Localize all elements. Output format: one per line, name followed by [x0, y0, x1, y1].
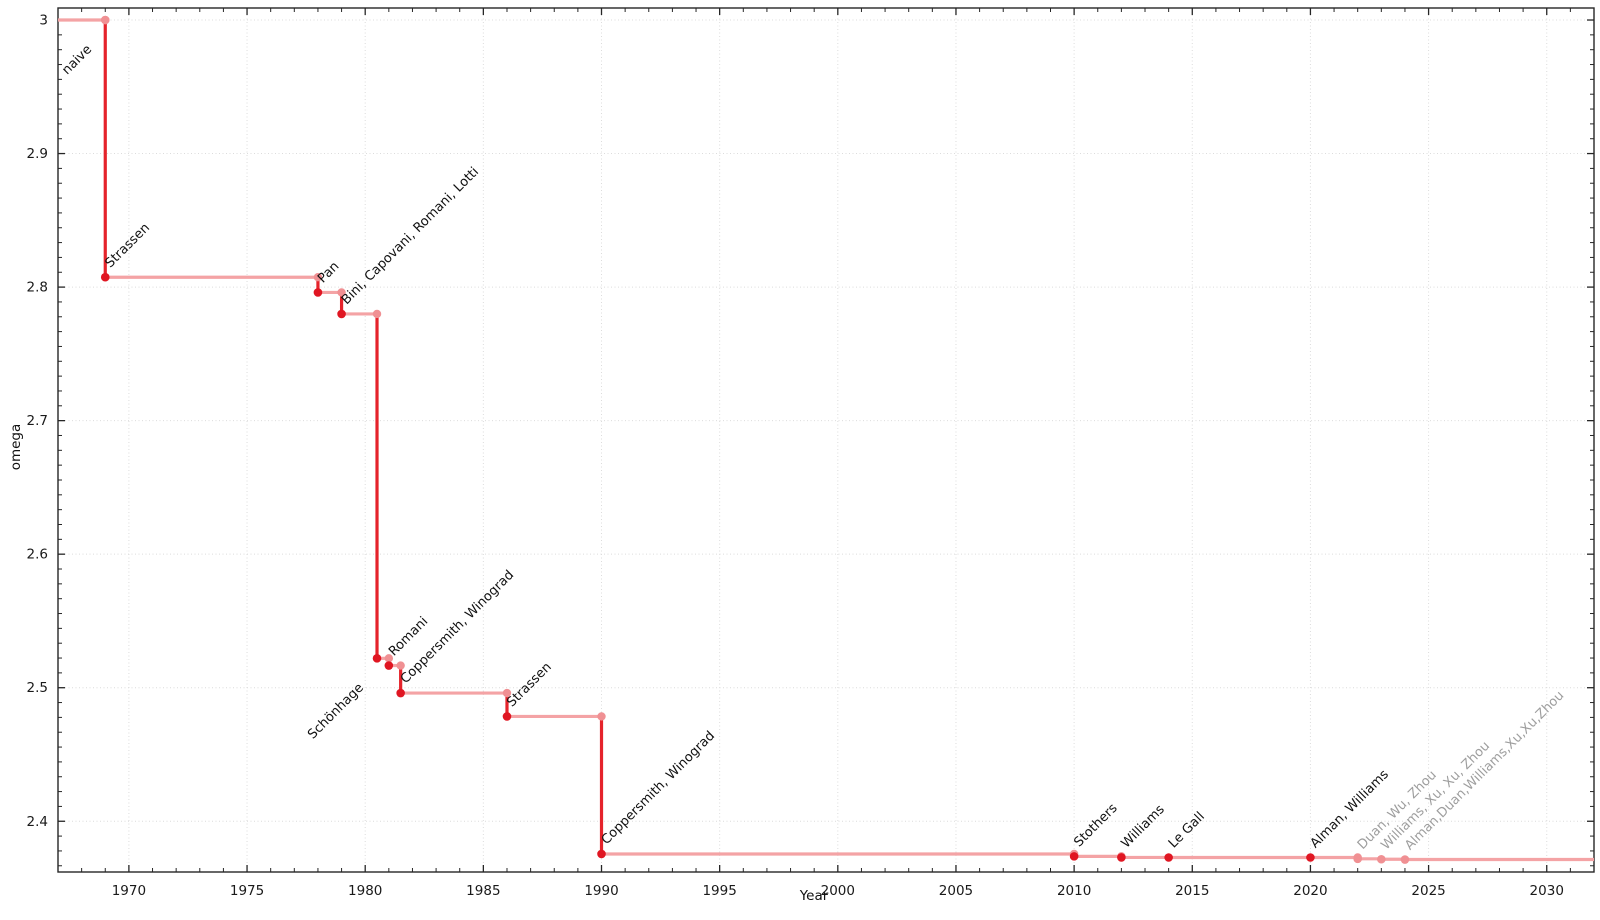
x-tick-label: 1970: [112, 883, 146, 899]
x-tick-label: 2015: [1175, 883, 1209, 899]
corner-point: [597, 712, 606, 721]
y-tick-label: 2.9: [27, 146, 48, 162]
data-points: [100, 15, 1410, 864]
label-le-gall-2014: Le Gall: [1166, 809, 1208, 851]
label-williams-2012: Williams: [1119, 802, 1168, 851]
label-stothers-2010: Stothers: [1071, 801, 1120, 850]
point-williams-xu-xu-zhou-2023: [1377, 854, 1386, 864]
label-coppersmith-winograd-1990: Coppersmith, Winograd: [599, 728, 718, 847]
x-tick-label: 1985: [466, 883, 500, 899]
point-romani-1981: [384, 661, 394, 670]
point-alman-williams-2020: [1306, 853, 1315, 862]
step-line-horizontal-segments: [58, 18, 1594, 862]
x-tick-label: 2025: [1411, 883, 1445, 899]
corner-point: [396, 661, 405, 670]
x-tick-label: 1990: [584, 883, 618, 899]
point-le-gall-2014: [1164, 853, 1173, 862]
label-williams-xu-xu-zhou-2023: Williams, Xu, Xu, Zhou: [1379, 739, 1493, 853]
y-tick-label: 2.8: [27, 280, 48, 296]
label-naive-1969: naive: [59, 42, 95, 78]
y-tick-label: 3: [39, 13, 48, 29]
gridlines: [58, 8, 1594, 872]
point-alman-duan-williams-xu-xu-zhou-2024: [1400, 855, 1410, 864]
plot-frame: [57, 7, 1595, 873]
point-williams-2012: [1117, 853, 1126, 862]
point-duan-wu-zhou-2022: [1353, 854, 1362, 864]
corner-point: [502, 688, 512, 698]
corner-point: [313, 273, 323, 282]
label-bini-capovani-romani-lotti-1979: Bini, Capovani, Romani, Lotti: [339, 165, 482, 308]
x-tick-label: 2020: [1293, 883, 1327, 899]
x-tick-label: 2010: [1057, 883, 1091, 899]
x-tick-label: 2000: [821, 883, 855, 899]
corner-point: [384, 654, 394, 663]
step-line-vertical-segments: [103, 20, 1360, 859]
y-axis-title: omega: [8, 423, 24, 471]
point-stothers-2010: [1069, 852, 1079, 861]
tick-labels: 1970 1975 1980 1985 1990 1995 2000 2005 2010 2015…: [27, 13, 1564, 899]
corner-point: [372, 309, 382, 319]
point-pan-1978: [313, 288, 323, 297]
x-tick-label: 2005: [939, 883, 973, 899]
corner-points: [101, 15, 1362, 862]
point-sch-nhage-1980: [372, 654, 382, 663]
x-tick-label: 1975: [230, 883, 264, 899]
y-tick-label: 2.6: [27, 547, 48, 563]
label-sch-nhage-1980: Schönhage: [305, 681, 367, 743]
label-strassen-1969: Strassen: [102, 221, 153, 272]
point-bini-capovani-romani-lotti-1979: [337, 309, 346, 319]
point-coppersmith-winograd-1981: [396, 688, 405, 698]
x-axis-title: Year: [799, 888, 829, 904]
point-strassen-1969: [100, 272, 110, 282]
corner-point: [337, 288, 346, 297]
x-tick-label: 2030: [1530, 883, 1564, 899]
axis-ticks: [57, 8, 1595, 872]
point-strassen-1986: [502, 712, 512, 721]
x-tick-label: 1995: [702, 883, 736, 899]
y-tick-label: 2.7: [27, 413, 48, 429]
y-tick-label: 2.5: [27, 680, 48, 696]
point-coppersmith-winograd-1990: [597, 849, 606, 859]
point-naive-1969: [100, 15, 110, 25]
y-tick-label: 2.4: [27, 814, 48, 830]
x-tick-label: 1980: [348, 883, 382, 899]
label-strassen-1986: Strassen: [504, 660, 555, 711]
